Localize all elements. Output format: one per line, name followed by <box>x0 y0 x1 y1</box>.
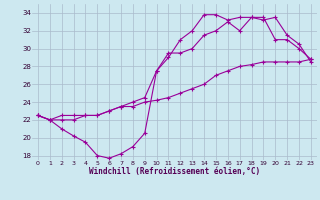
X-axis label: Windchill (Refroidissement éolien,°C): Windchill (Refroidissement éolien,°C) <box>89 167 260 176</box>
